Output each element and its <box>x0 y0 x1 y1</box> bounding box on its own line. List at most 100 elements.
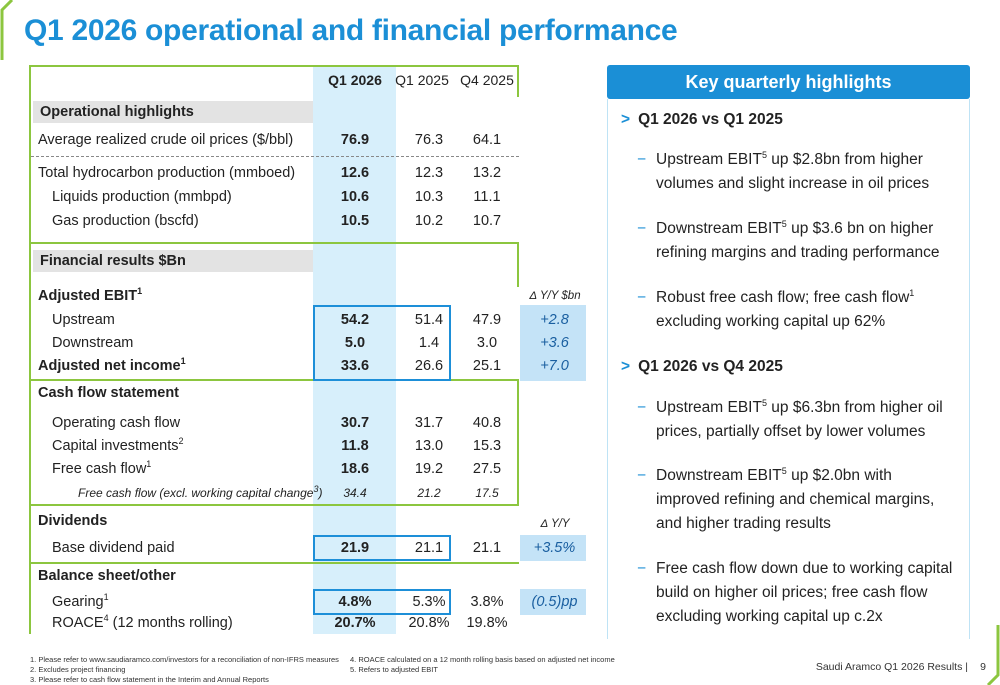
cell-up-q1-2025: 51.4 <box>414 312 444 328</box>
row-label-operating-cf: Operating cash flow <box>52 415 181 431</box>
dash-icon: − <box>637 289 647 306</box>
dash-icon: − <box>637 220 647 237</box>
highlight-item: − Downstream EBIT5 up $2.0bn with improve… <box>637 465 935 532</box>
cell-hc-q1-2025: 12.3 <box>414 165 444 181</box>
cell-gear-q4-2025: 3.8% <box>470 594 504 610</box>
cell-roace-q1-2025: 20.8% <box>408 615 450 631</box>
row-label-downstream: Downstream <box>52 335 134 351</box>
section-dividends: Dividends <box>38 513 108 529</box>
row-label-fcf: Free cash flow1 <box>52 459 152 477</box>
row-label-adj-net-income: Adjusted net income1 <box>38 356 186 374</box>
table-left-border <box>29 65 31 634</box>
cell-fcf-q4-2025: 27.5 <box>472 461 502 477</box>
cell-ani-q1-2026: 33.6 <box>340 358 370 374</box>
header-right-border <box>517 65 519 97</box>
footnote: 4. ROACE calculated on a 12 month rollin… <box>350 655 615 664</box>
cell-div-q4-2025: 21.1 <box>472 540 502 556</box>
row-label-base-dividend: Base dividend paid <box>52 540 175 556</box>
footnote: 5. Refers to adjusted EBIT <box>350 665 438 674</box>
section-financial: Financial results $Bn <box>33 250 313 272</box>
cell-capex-q4-2025: 15.3 <box>472 438 502 454</box>
cell-hc-q4-2025: 13.2 <box>472 165 502 181</box>
col-header-q4-2025: Q4 2025 <box>460 72 514 88</box>
dash-icon: − <box>637 560 647 577</box>
table-top-border <box>29 65 519 67</box>
row-label-capex: Capital investments2 <box>52 436 184 454</box>
highlight-item: − Robust free cash flow; free cash flow1 … <box>637 287 915 330</box>
row-label-gas: Gas production (bscfd) <box>52 213 199 229</box>
cell-ocf-q4-2025: 40.8 <box>472 415 502 431</box>
footnote: 2. Excludes project financing <box>30 665 126 674</box>
delta-header-bn: Δ Y/Y $bn <box>529 290 581 302</box>
cell-oil-q4-2025: 64.1 <box>472 132 502 148</box>
cell-up-q4-2025: 47.9 <box>472 312 502 328</box>
cell-ocf-q1-2025: 31.7 <box>414 415 444 431</box>
cell-capex-q1-2026: 11.8 <box>341 438 369 454</box>
row-label-adjusted-ebit: Adjusted EBIT1 <box>38 286 143 304</box>
balance-divider <box>29 562 519 564</box>
cell-roace-q4-2025: 19.8% <box>466 615 508 631</box>
delta-adj-net-income: +7.0 <box>540 358 569 374</box>
section-balance-sheet: Balance sheet/other <box>38 568 176 584</box>
section-cash-flow: Cash flow statement <box>38 385 179 401</box>
gearing-delta-box <box>520 589 586 615</box>
financial-divider <box>29 242 519 244</box>
footnote: 3. Please refer to cash flow statement i… <box>30 675 269 684</box>
cell-fcfx-q4-2025: 17.5 <box>475 486 499 500</box>
cell-liq-q4-2025: 11.1 <box>473 189 501 205</box>
delta-gearing: (0.5)pp <box>531 594 578 610</box>
ebit-delta-box <box>520 305 586 381</box>
chevron-right-icon: > <box>621 358 631 375</box>
cell-oil-q1-2026: 76.9 <box>340 132 370 148</box>
ebit-highlight-box <box>313 305 451 381</box>
cell-down-q1-2026: 5.0 <box>344 335 366 351</box>
col-header-q1-2025: Q1 2025 <box>395 72 449 88</box>
dashed-separator <box>31 156 519 157</box>
cash-divider <box>29 379 519 381</box>
highlight-item: − Downstream EBIT5 up $3.6 bn on higher r… <box>637 218 940 261</box>
cell-ani-q4-2025: 25.1 <box>472 358 502 374</box>
cell-gear-q1-2026: 4.8% <box>338 594 372 610</box>
footer-brand: Saudi Aramco Q1 2026 Results | <box>815 661 968 673</box>
dash-icon: − <box>637 399 647 416</box>
cell-fcf-q1-2025: 19.2 <box>414 461 444 477</box>
cell-ani-q1-2025: 26.6 <box>414 358 444 374</box>
cell-oil-q1-2025: 76.3 <box>414 132 444 148</box>
cell-fcf-q1-2026: 18.6 <box>340 461 370 477</box>
col-header-q1-2026: Q1 2026 <box>328 72 382 88</box>
cell-liq-q1-2026: 10.6 <box>340 189 370 205</box>
delta-header-yy: Δ Y/Y <box>540 518 570 530</box>
cell-up-q1-2026: 54.2 <box>340 312 370 328</box>
cell-capex-q1-2025: 13.0 <box>414 438 444 454</box>
cell-fcfx-q1-2025: 21.2 <box>417 486 441 500</box>
gearing-highlight-box <box>313 589 451 615</box>
page-title: Q1 2026 operational and financial perfor… <box>24 14 678 47</box>
cell-hc-q1-2026: 12.6 <box>340 165 370 181</box>
highlights-panel <box>607 99 970 639</box>
highlight-item: − Free cash flow down due to working capi… <box>637 557 957 629</box>
cell-fcfx-q1-2026: 34.4 <box>343 486 367 500</box>
dividend-delta-box <box>520 535 586 561</box>
corner-accent-bottom-right <box>986 625 1000 685</box>
highlight-item: − Upstream EBIT5 up $2.8bn from higher vo… <box>637 149 930 192</box>
row-label-gearing: Gearing1 <box>52 592 109 610</box>
footnote: 1. Please refer to www.saudiaramco.com/i… <box>30 655 339 664</box>
chevron-right-icon: > <box>621 111 631 128</box>
delta-downstream: +3.6 <box>540 335 569 351</box>
highlights-group-heading: > Q1 2026 vs Q4 2025 <box>621 358 783 375</box>
delta-dividend: +3.5% <box>533 540 576 556</box>
cell-liq-q1-2025: 10.3 <box>414 189 444 205</box>
cell-down-q4-2025: 3.0 <box>476 335 498 351</box>
financial-right-border <box>517 242 519 287</box>
cell-div-q1-2026: 21.9 <box>340 540 370 556</box>
cell-gas-q1-2026: 10.5 <box>340 213 370 229</box>
cell-gas-q4-2025: 10.7 <box>472 213 502 229</box>
highlight-item: − Upstream EBIT5 up $6.3bn from higher oi… <box>637 397 943 440</box>
dividend-highlight-box <box>313 535 451 561</box>
section-operational: Operational highlights <box>33 101 313 123</box>
row-label-fcf-excl-wc: Free cash flow (excl. working capital ch… <box>78 484 323 501</box>
highlights-header: Key quarterly highlights <box>607 65 970 99</box>
row-label-oil-price: Average realized crude oil prices ($/bbl… <box>38 132 294 148</box>
cell-gas-q1-2025: 10.2 <box>414 213 444 229</box>
cell-roace-q1-2026: 20.7% <box>334 615 376 631</box>
